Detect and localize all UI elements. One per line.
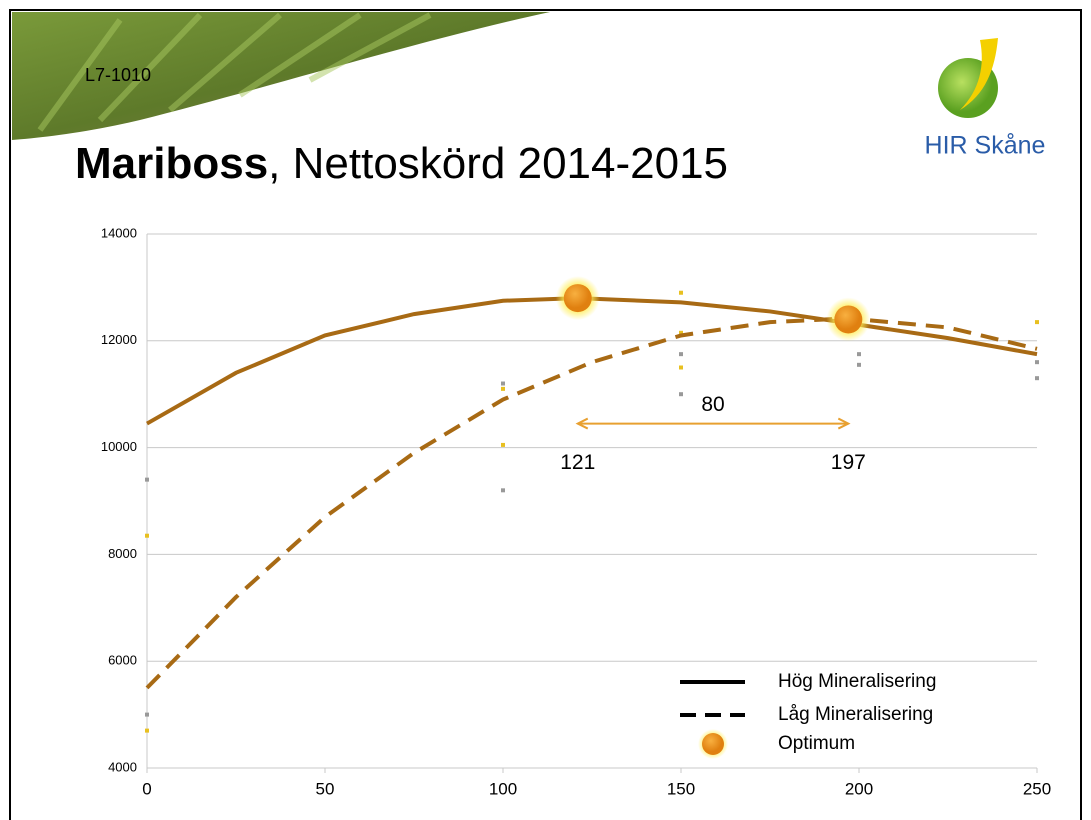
y-tick-label: 8000 (108, 546, 137, 561)
y-tick-label: 14000 (101, 225, 137, 240)
data-dot (145, 728, 149, 733)
data-dot (145, 712, 149, 717)
arrow-head (575, 417, 589, 430)
slide-frame (9, 9, 1082, 820)
y-tick-label: 12000 (101, 332, 137, 347)
data-dot (679, 365, 683, 370)
title-bold: Mariboss (75, 139, 268, 188)
data-dot (679, 290, 683, 295)
grass-rows (37, 12, 432, 132)
annotation-to: 197 (831, 451, 866, 474)
logo-swoosh (960, 38, 998, 110)
x-tick-label: 50 (316, 779, 335, 798)
data-dot (501, 488, 505, 493)
x-tick-label: 250 (1023, 779, 1051, 798)
slide-code: L7-1010 (85, 65, 151, 85)
x-tick-label: 150 (667, 779, 695, 798)
data-dot (145, 533, 149, 538)
legend-swatch (702, 733, 724, 755)
annotation-from: 121 (560, 451, 595, 474)
data-dot (1035, 320, 1039, 325)
legend-label: Optimum (778, 733, 855, 754)
y-tick-label: 10000 (101, 439, 137, 454)
x-tick-label: 0 (142, 779, 151, 798)
x-tick-label: 200 (845, 779, 873, 798)
arrow-head (837, 417, 851, 430)
line-series (145, 316, 1038, 690)
data-dot (1035, 376, 1039, 381)
data-dot (501, 442, 505, 447)
title-rest: , Nettoskörd 2014-2015 (268, 139, 728, 188)
data-dot (501, 381, 505, 386)
legend-label: Låg Mineralisering (778, 704, 933, 725)
data-dot (679, 352, 683, 357)
data-dot (857, 352, 861, 357)
y-tick-label: 6000 (108, 653, 137, 668)
data-dot (145, 477, 149, 482)
data-dot (501, 386, 505, 391)
annotation-difference: 80 (701, 393, 724, 416)
optimum-point (834, 305, 863, 334)
grass-image (12, 12, 550, 140)
logo-text: HIR Skåne (925, 132, 1046, 160)
data-dot (679, 392, 683, 397)
chart-title: Mariboss, Nettoskörd 2014-2015 (75, 139, 728, 188)
data-dot (679, 330, 683, 335)
x-tick-label: 100 (489, 779, 517, 798)
data-dot (1035, 360, 1039, 365)
legend-label: Hög Mineralisering (778, 671, 936, 692)
data-dot (857, 362, 861, 367)
optimum-point (563, 284, 592, 313)
y-tick-label: 4000 (108, 759, 137, 774)
plot-area: 4000 6000 8000 10000 12000 14000 0 50 100 150 200 2… (101, 225, 1051, 798)
